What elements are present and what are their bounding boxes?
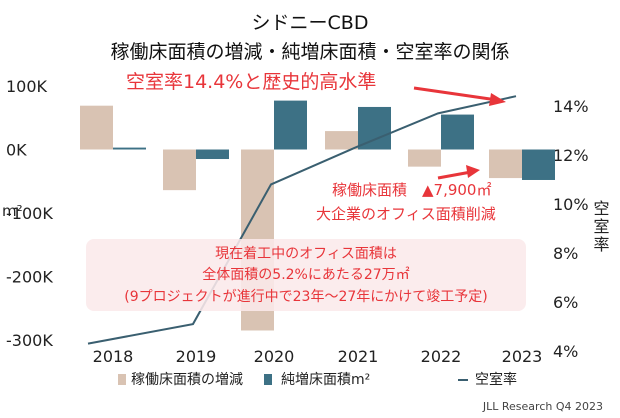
x-tick-label: 2023 [502,347,543,366]
legend-swatch-absorption [118,374,126,385]
y-left-tick-label: 100K [6,77,48,96]
bar-net-supply [274,100,307,150]
y-right-tick-label: 14% [553,97,589,116]
bar-net-supply [522,149,555,180]
y-left-tick-label: 0K [6,141,27,160]
x-tick-label: 2019 [176,347,217,366]
bar-net-supply [358,106,391,150]
y-left-tick-label: -300K [6,331,53,350]
y-right-label: 空室率 [591,200,610,254]
x-tick-label: 2020 [254,347,295,366]
x-tick-label: 2018 [93,347,134,366]
bar-absorption [325,131,358,150]
bar-absorption [80,105,113,150]
x-tick-label: 2022 [421,347,462,366]
y-right-ticks: 14% 12% 10% 8% 6% 4% [553,97,589,361]
source-note: JLL Research Q4 2023 [482,400,603,413]
bar-net-supply [113,147,146,150]
y-right-tick-label: 8% [553,244,578,263]
construction-callout-line1: 現在着工中のオフィス面積は [215,246,397,262]
headline-arrow [413,86,498,102]
legend-swatch-net-supply [264,374,272,385]
y-left-tick-label: -100K [6,204,53,223]
headline-arrowhead [489,93,506,106]
decline-annotation-line2: 大企業のオフィス面積削減 [316,205,496,223]
vacancy-line-path [87,95,517,345]
vacancy-headline-annotation: 空室率14.4%と歴史的高水準 [126,71,376,93]
y-left-label: m² [2,202,23,220]
bar-net-supply [196,149,229,160]
bar-net-supply [441,114,474,150]
bar-absorption [408,149,441,167]
y-left-tick-label: -200K [6,268,53,287]
construction-callout-line3: (9プロジェクトが進行中で23年～27年にかけて竣工予定) [124,289,487,305]
y-right-tick-label: 10% [553,195,589,214]
construction-callout [86,239,526,311]
legend-label-absorption: 稼働床面積の増減 [131,371,243,388]
decline-annotation-line1: 稼働床面積 ▲7,900㎡ [332,181,491,199]
construction-callout-line2: 全体面積の5.2%にあたる27万㎡ [202,266,409,283]
bar-absorption [489,149,522,179]
x-tick-label: 2021 [338,347,379,366]
vacancy-line [87,95,517,345]
chart-subtitle: 稼働床面積の増減・純増床面積・空室率の関係 [110,41,509,63]
legend-label-net-supply: 純増床面積m² [281,372,370,388]
chart-title: シドニーCBD [252,12,369,34]
y-right-tick-label: 6% [553,293,578,312]
decline-arrowhead [466,165,480,178]
y-left-ticks: 100K 0K -100K -200K -300K [6,77,53,350]
legend-label-vacancy: 空室率 [475,371,517,388]
y-right-tick-label: 4% [553,342,578,361]
x-ticks: 2018 2019 2020 2021 2022 2023 [93,347,543,366]
bar-absorption [163,149,196,191]
y-right-tick-label: 12% [553,146,589,165]
decline-arrow [437,170,472,180]
